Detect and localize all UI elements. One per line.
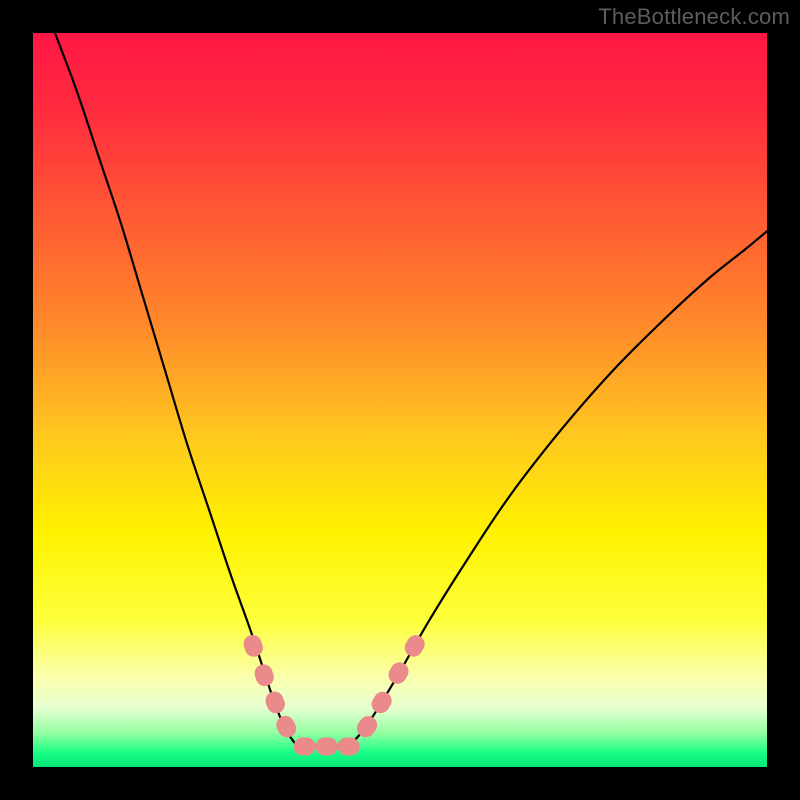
trough-marker — [338, 737, 360, 755]
bottleneck-chart — [0, 0, 800, 800]
trough-marker — [316, 737, 338, 755]
watermark-text: TheBottleneck.com — [598, 4, 790, 30]
trough-marker — [294, 737, 316, 755]
gradient-plot-area — [33, 33, 767, 767]
